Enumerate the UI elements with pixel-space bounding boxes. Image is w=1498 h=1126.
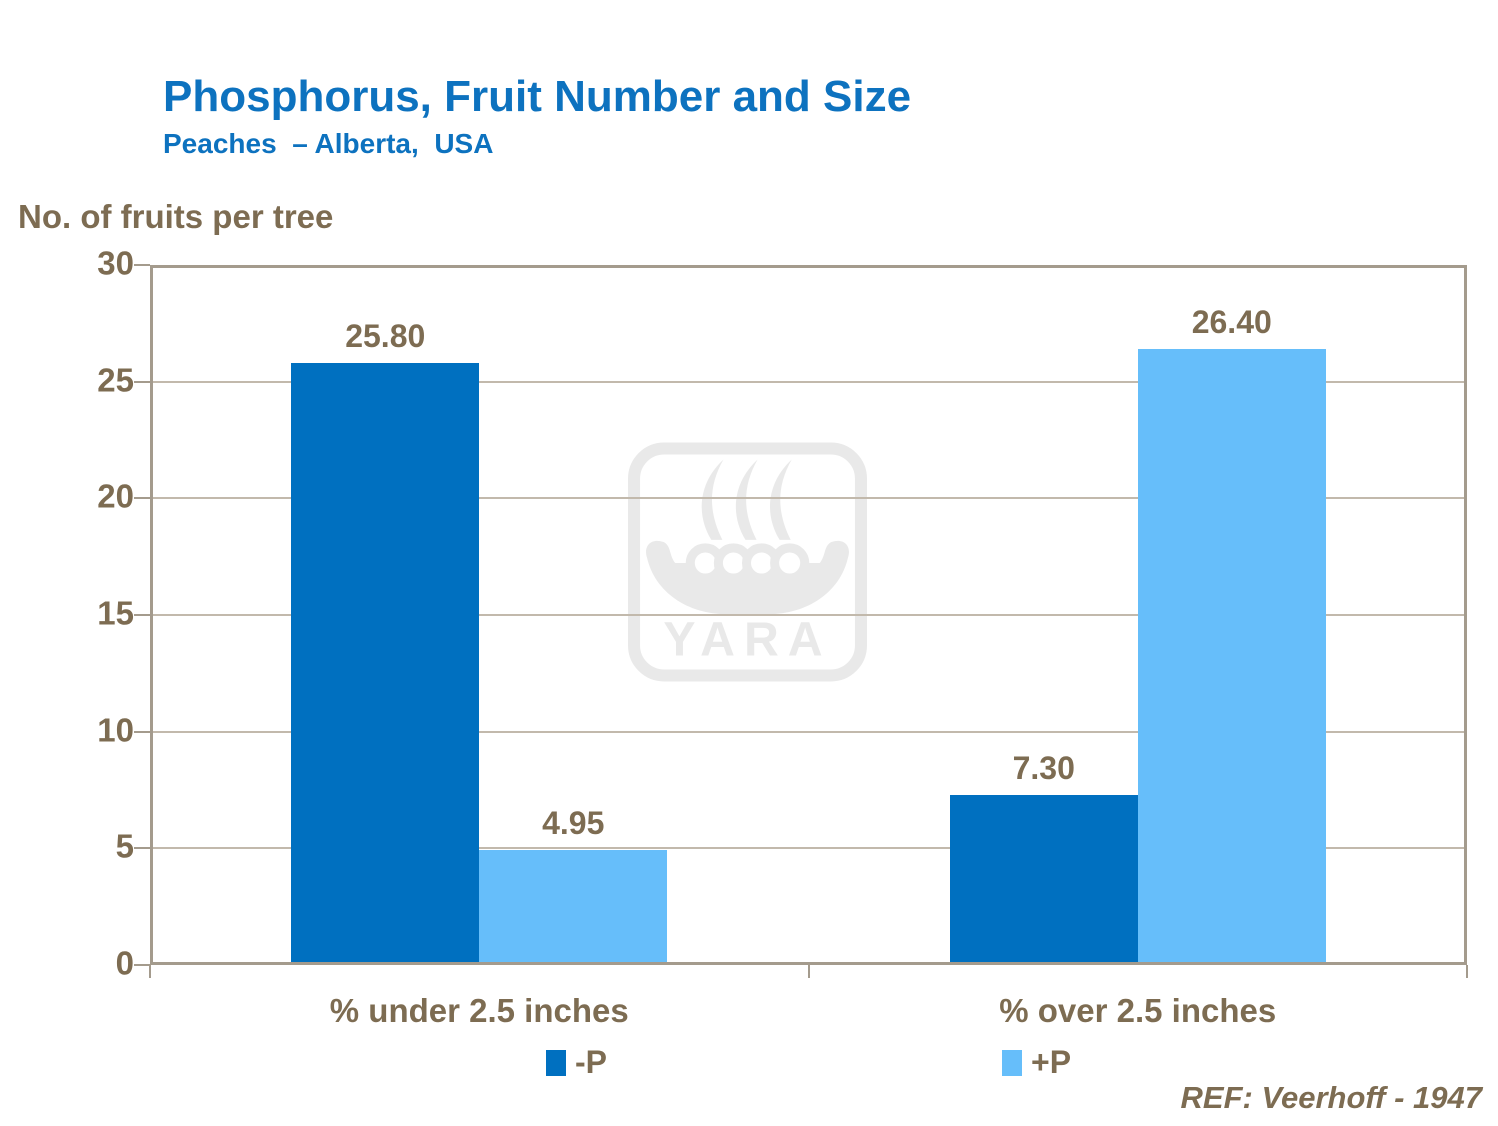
bar-value-label: 4.95: [542, 804, 605, 841]
y-axis-tick: [134, 497, 150, 500]
y-tick-label: 0: [115, 944, 134, 982]
category-label: % over 2.5 inches: [999, 992, 1277, 1029]
chart-title: Phosphorus, Fruit Number and Size: [163, 72, 912, 121]
gridline: [150, 380, 1467, 383]
legend-swatch: [1002, 1049, 1022, 1076]
y-axis-tick: [134, 264, 150, 266]
legend-label: -P: [575, 1044, 607, 1080]
bar-+P-1: [479, 849, 668, 965]
y-axis-tick: [134, 964, 150, 966]
y-tick-label: 30: [97, 244, 134, 282]
y-axis-tick: [134, 730, 150, 733]
x-axis-tick: [807, 965, 810, 978]
gridline: [150, 847, 1467, 850]
category-label: % under 2.5 inches: [329, 992, 629, 1029]
y-axis-title: No. of fruits per tree: [18, 198, 334, 235]
bar-value-label: 26.40: [1191, 304, 1272, 340]
legend-label: +P: [1031, 1044, 1072, 1080]
y-tick-label: 15: [97, 594, 134, 632]
bar-value-label: 25.80: [345, 318, 426, 354]
gridline: [150, 614, 1467, 616]
legend-item-P: -P: [546, 1044, 607, 1081]
bar--P-1: [291, 363, 480, 965]
bar-value-label: 7.30: [1012, 749, 1075, 786]
viking-ship-icon: YARA: [628, 442, 867, 682]
y-axis-tick: [134, 847, 150, 850]
y-axis-tick: [134, 380, 150, 383]
chart-subtitle: Peaches – Alberta, USA: [163, 128, 494, 159]
gridline: [150, 730, 1467, 733]
gridline: [150, 497, 1467, 500]
y-axis-tick: [134, 614, 150, 616]
legend-swatch: [546, 1049, 566, 1076]
x-axis-tick: [1466, 965, 1468, 978]
y-tick-label: 25: [97, 361, 134, 399]
y-tick-label: 5: [115, 827, 134, 865]
y-tick-label: 20: [97, 477, 134, 515]
y-tick-label: 10: [97, 711, 134, 749]
legend-item-P: +P: [1002, 1044, 1071, 1081]
x-axis-tick: [149, 965, 151, 978]
ref-citation: REF: Veerhoff - 1947: [1180, 1080, 1482, 1115]
bar-+P-2: [1137, 349, 1326, 965]
yara-watermark-text: YARA: [663, 612, 831, 666]
yara-watermark: YARA: [627, 441, 868, 688]
bar--P-2: [949, 794, 1138, 965]
